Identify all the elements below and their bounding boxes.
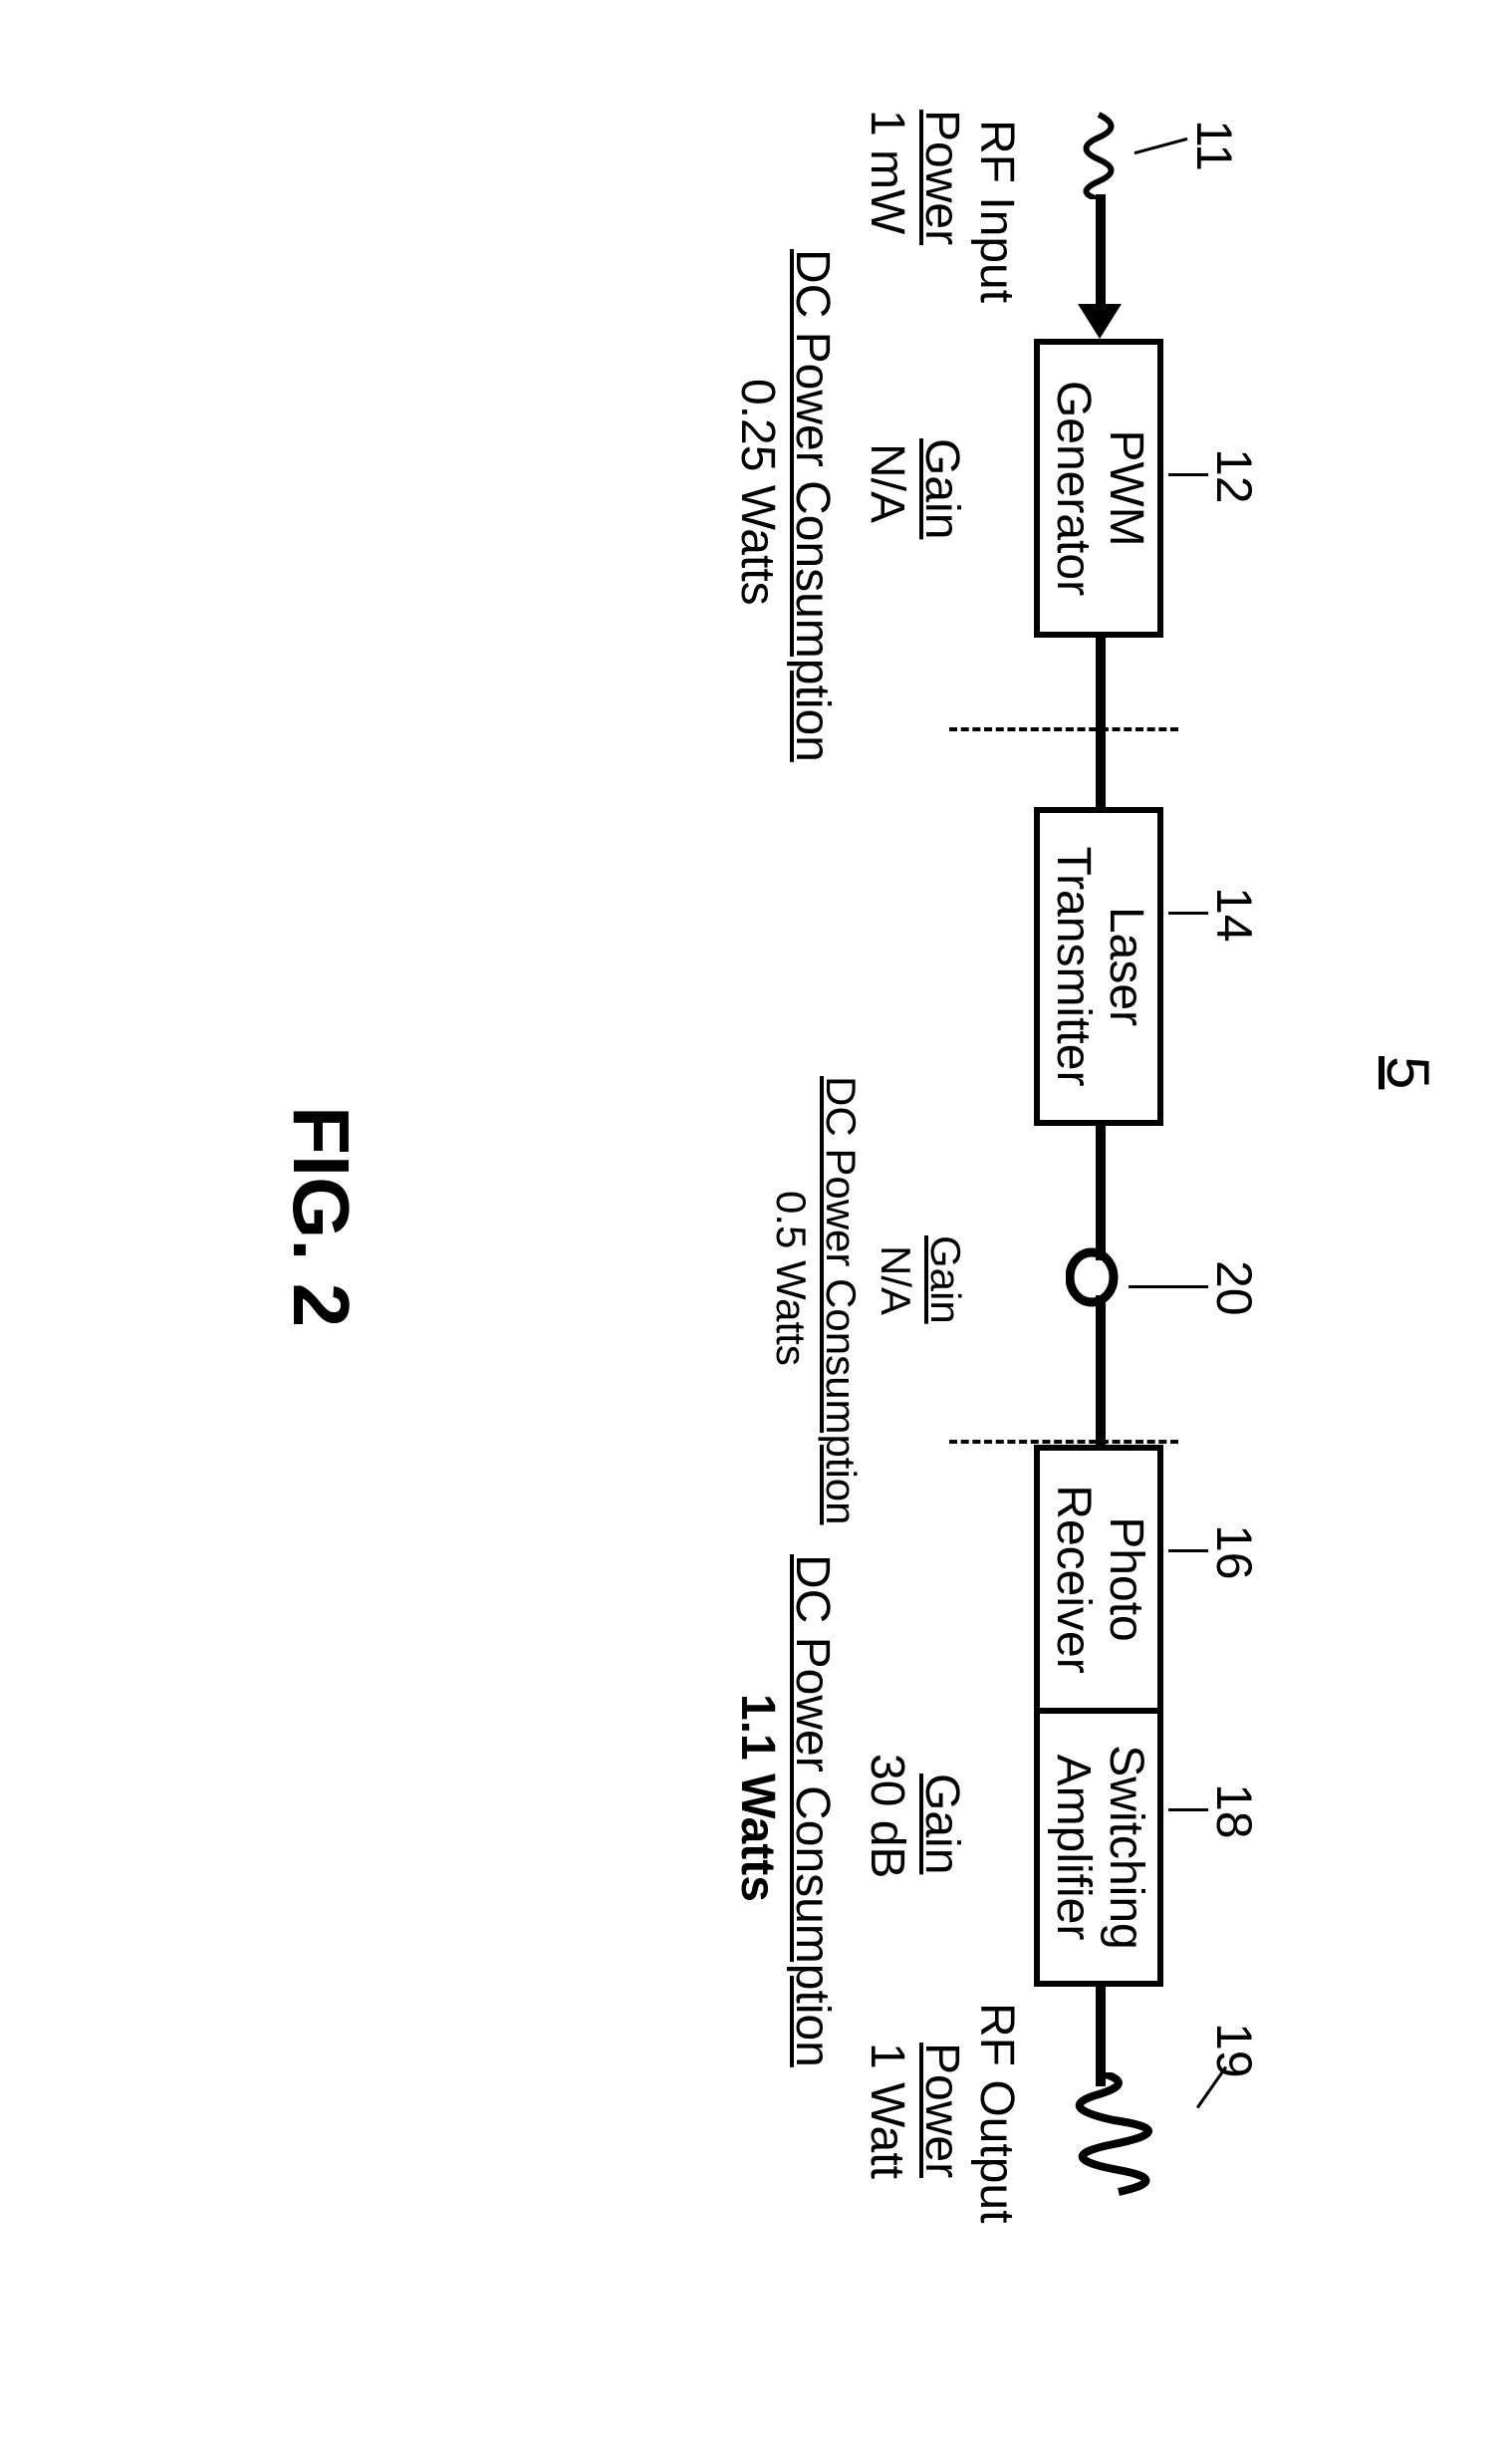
laser-line2: Transmitter: [1046, 847, 1099, 1087]
line-laser-fiber: [1096, 1126, 1106, 1260]
input-arrowhead-icon: [1078, 304, 1122, 339]
amp-line2: Amplifier: [1046, 1755, 1099, 1941]
amp-gain-value: 30 dB: [860, 1754, 914, 1878]
laser-line1: Laser: [1099, 907, 1151, 1026]
ref-14-line: [1168, 912, 1208, 915]
ref-18-line: [1168, 1808, 1208, 1811]
ref-11: 11: [1185, 120, 1243, 171]
line-output: [1096, 1987, 1106, 2086]
top-ref-label: 5: [1374, 1056, 1442, 1089]
photo-line2: Receiver: [1046, 1485, 1099, 1673]
dashed-2: [949, 1440, 1178, 1444]
pwm-gain-header: Gain: [914, 438, 969, 539]
ref-14: 14: [1205, 887, 1263, 943]
laser-transmitter-block: Laser Transmitter: [1034, 807, 1163, 1126]
rf-output-power-header: Power: [914, 2043, 969, 2178]
ref-19: 19: [1205, 2023, 1263, 2078]
rf-input-wave-icon: [1069, 110, 1129, 199]
pwm-gain-value: N/A: [860, 443, 914, 523]
pwm-dc-header: DC Power Consumption: [785, 249, 840, 762]
photo-receiver-block: Photo Receiver: [1034, 1445, 1163, 1714]
amp-dc-header: DC Power Consumption: [785, 1554, 840, 2067]
amp-dc-value: 1.1 Watts: [730, 1694, 785, 1902]
laser-dc-value: 0.5 Watts: [767, 1191, 815, 1366]
amp-line1: Switching: [1099, 1745, 1151, 1949]
ref-12: 12: [1205, 448, 1263, 504]
pwm-line1: PWM: [1099, 429, 1151, 546]
ref-18: 18: [1205, 1783, 1263, 1839]
laser-gain-header: Gain: [921, 1235, 969, 1324]
ref-20-line: [1129, 1285, 1208, 1288]
ref-20: 20: [1205, 1260, 1263, 1316]
rf-input-label: RF Input: [969, 120, 1024, 303]
rf-input-power-header: Power: [914, 110, 969, 245]
figure-label: FIG. 2: [275, 1106, 367, 1327]
pwm-generator-block: PWM Generator: [1034, 339, 1163, 638]
rf-output-wave-icon: [1054, 2072, 1193, 2202]
laser-dc-header: DC Power Consumption: [817, 1076, 865, 1525]
photo-line1: Photo: [1099, 1516, 1151, 1641]
pwm-dc-value: 0.25 Watts: [730, 379, 785, 606]
switching-amplifier-block: Switching Amplifier: [1034, 1708, 1163, 1987]
pwm-line2: Generator: [1046, 381, 1099, 596]
dashed-1: [949, 727, 1178, 731]
line-pwm-laser: [1096, 638, 1106, 807]
ref-12-line: [1168, 473, 1208, 476]
block-diagram: 11 PWM Generator 12 Laser Transmitter 14…: [416, 249, 1313, 2242]
rf-input-power-value: 1 mW: [860, 110, 914, 234]
ref-16: 16: [1205, 1524, 1263, 1580]
rf-output-label: RF Output: [969, 2003, 1024, 2223]
rf-output-power-value: 1 Watt: [860, 2043, 914, 2179]
ref-16-line: [1168, 1549, 1208, 1552]
laser-gain-value: N/A: [872, 1245, 919, 1315]
amp-gain-header: Gain: [914, 1774, 969, 1874]
line-fiber-photo: [1096, 1295, 1106, 1445]
ref-11-line: [1134, 137, 1188, 154]
fiber-loop-icon: [1066, 1245, 1124, 1310]
